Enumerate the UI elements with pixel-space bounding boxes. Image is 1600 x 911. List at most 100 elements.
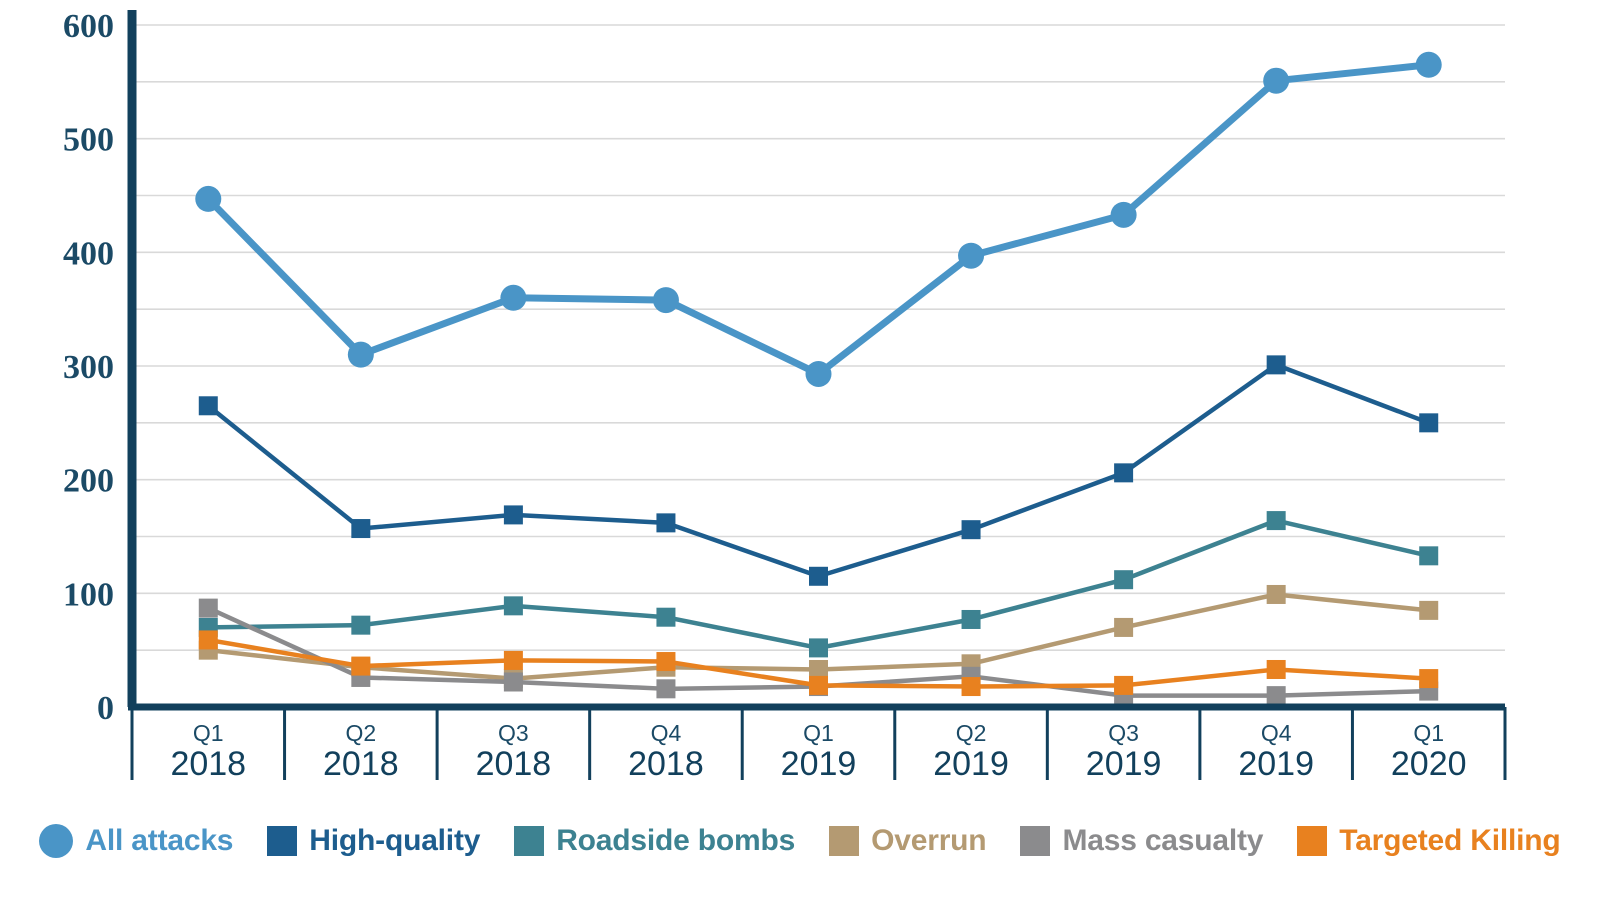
legend-label: Mass casualty	[1062, 824, 1264, 857]
x-axis-tick-labels-group: Q12018Q22018Q32018Q42018Q12019Q22019Q320…	[170, 720, 1466, 783]
x-axis-quarter-label: Q4	[1261, 720, 1292, 746]
data-point-marker	[809, 675, 828, 695]
data-point-marker	[1266, 511, 1286, 531]
series-all-attacks	[195, 51, 1442, 387]
legend-square-icon	[829, 826, 860, 856]
data-point-marker	[1266, 686, 1286, 706]
data-point-marker	[1266, 659, 1286, 679]
axes-group	[127, 10, 1507, 780]
data-point-marker	[809, 638, 828, 658]
data-point-marker	[656, 679, 676, 699]
x-axis-quarter-label: Q1	[803, 720, 834, 746]
x-axis-quarter-label: Q1	[1413, 720, 1444, 746]
legend-square-icon	[514, 826, 545, 856]
x-axis-year-label: 2020	[1391, 745, 1467, 783]
data-point-marker	[351, 615, 371, 635]
gridlines-group	[132, 24, 1505, 651]
data-point-marker	[1110, 201, 1137, 228]
series-targeted-killing	[198, 630, 1439, 697]
y-axis-tick-label: 300	[63, 349, 114, 386]
y-axis-tick-label: 500	[63, 122, 114, 159]
data-point-marker	[198, 396, 218, 416]
y-axis-tick-label: 400	[63, 235, 114, 272]
data-point-marker	[961, 677, 981, 697]
x-axis-quarter-label: Q3	[498, 720, 529, 746]
y-axis-tick-label: 100	[63, 576, 114, 613]
data-point-marker	[958, 242, 985, 269]
y-axis-tick-labels-group: 0 100 200 300 400 500 600	[63, 8, 114, 727]
legend-label: High-quality	[309, 824, 481, 857]
data-point-marker	[351, 656, 371, 676]
legend-item-mass-casualty[interactable]: Mass casualty	[1020, 824, 1263, 858]
data-point-marker	[656, 513, 676, 533]
series-roadside-bombs	[198, 511, 1439, 658]
series-group	[195, 51, 1442, 706]
data-point-marker	[195, 185, 222, 212]
data-point-marker	[1263, 67, 1290, 94]
x-axis-quarter-label: Q1	[193, 720, 224, 746]
data-point-marker	[500, 284, 527, 311]
data-point-marker	[347, 341, 374, 368]
series-high-quality	[198, 355, 1439, 586]
data-point-marker	[1114, 463, 1134, 483]
x-axis-year-label: 2018	[170, 745, 246, 783]
data-point-marker	[656, 607, 676, 627]
legend-label: Targeted Killing	[1339, 824, 1561, 857]
x-axis-quarter-label: Q2	[345, 720, 376, 746]
legend-square-icon	[1020, 826, 1051, 856]
data-point-marker	[961, 609, 981, 629]
data-point-marker	[1114, 617, 1134, 637]
x-axis-year-label: 2019	[781, 745, 857, 783]
data-point-marker	[1114, 675, 1134, 695]
data-point-marker	[1419, 669, 1439, 689]
x-axis-year-label: 2018	[476, 745, 552, 783]
chart-legend: All attacks High-quality Roadside bombs Ove…	[0, 806, 1600, 876]
legend-label: Overrun	[871, 824, 987, 857]
data-point-marker	[503, 672, 523, 692]
x-axis-quarter-label: Q3	[1108, 720, 1139, 746]
legend-item-all-attacks[interactable]: All attacks	[39, 824, 233, 858]
chart-plot-area: 0 100 200 300 400 500 600 Q1 2018 Q2 2018 Q3 2018 Q4…	[63, 8, 1507, 783]
data-point-marker	[198, 598, 218, 618]
legend-item-high-quality[interactable]: High-quality	[267, 824, 480, 858]
legend-square-icon	[1297, 826, 1328, 856]
data-point-marker	[809, 659, 828, 679]
x-axis-year-label: 2019	[1086, 745, 1162, 783]
data-point-marker	[1419, 413, 1439, 433]
data-point-marker	[503, 505, 523, 525]
y-axis-tick-label: 600	[63, 8, 114, 45]
y-axis-tick-label: 200	[63, 463, 114, 500]
data-point-marker	[1419, 546, 1439, 566]
data-point-marker	[1419, 600, 1439, 620]
x-axis-year-label: 2019	[933, 745, 1009, 783]
data-point-marker	[652, 287, 679, 314]
data-point-marker	[1266, 355, 1286, 375]
data-point-marker	[1266, 584, 1286, 604]
legend-circle-icon	[39, 824, 74, 858]
data-point-marker	[503, 650, 523, 670]
legend-label: All attacks	[85, 824, 234, 857]
data-point-marker	[503, 596, 523, 616]
data-point-marker	[805, 360, 832, 387]
x-axis-quarter-label: Q2	[956, 720, 987, 746]
data-point-marker	[1415, 51, 1442, 78]
legend-square-icon	[267, 826, 298, 856]
data-point-marker	[961, 520, 981, 540]
legend-item-overrun[interactable]: Overrun	[829, 824, 987, 858]
x-axis-year-label: 2019	[1238, 745, 1314, 783]
series-line	[206, 362, 1431, 579]
legend-item-roadside-bombs[interactable]: Roadside bombs	[514, 824, 795, 858]
data-point-marker	[656, 652, 676, 672]
x-axis-quarter-label: Q4	[651, 720, 682, 746]
x-axis-year-label: 2018	[628, 745, 704, 783]
legend-label: Roadside bombs	[556, 824, 796, 857]
data-point-marker	[351, 519, 371, 539]
x-axis-year-label: 2018	[323, 745, 399, 783]
data-point-marker	[1114, 570, 1134, 590]
data-point-marker	[809, 566, 828, 586]
legend-item-targeted-killing[interactable]: Targeted Killing	[1297, 824, 1561, 858]
series-line	[204, 61, 1433, 378]
data-point-marker	[198, 630, 218, 650]
